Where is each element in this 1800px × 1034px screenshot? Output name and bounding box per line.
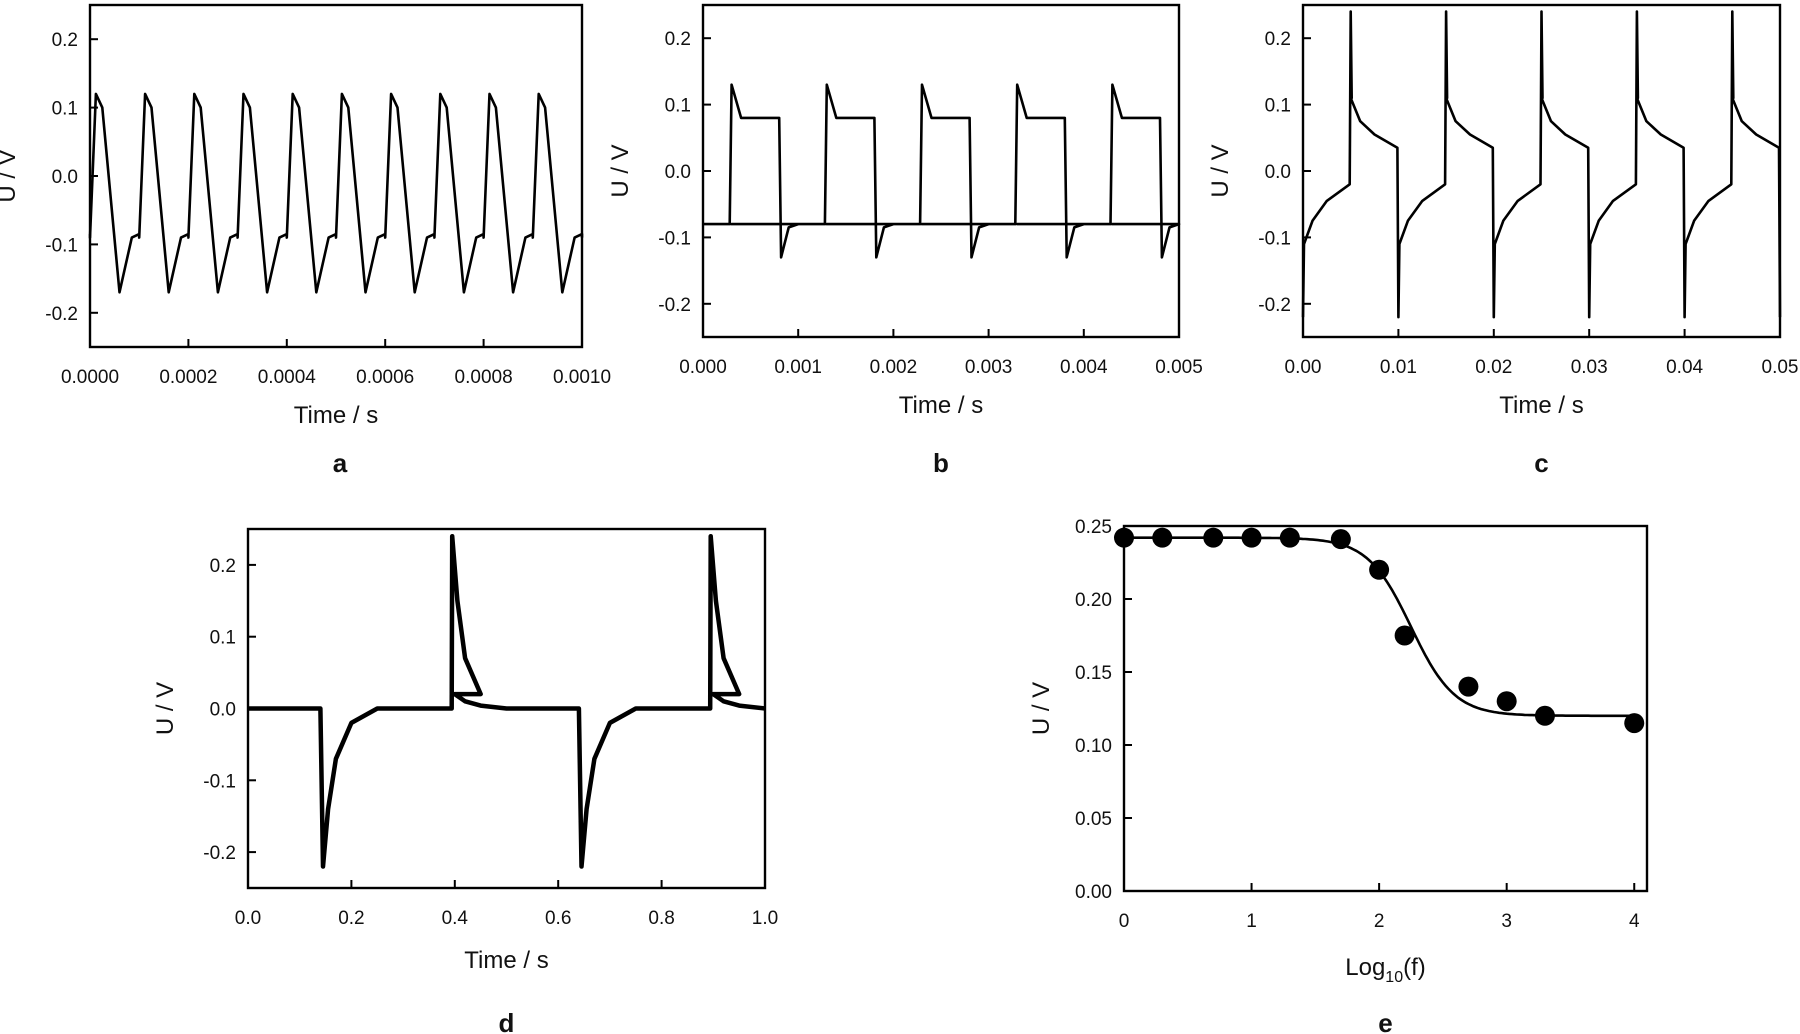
y-tick-label-e: 0.15 <box>1075 663 1112 684</box>
panel-letter-a: a <box>333 448 348 478</box>
y-tick-label-b: 0.1 <box>665 96 691 117</box>
x-tick-label-d: 0.8 <box>648 908 674 929</box>
x-tick-label-d: 0.0 <box>235 908 261 929</box>
y-tick-label-c: -0.1 <box>1258 228 1291 249</box>
panel-letter-c: c <box>1534 448 1548 478</box>
y-tick-label-c: -0.2 <box>1258 295 1291 316</box>
x-axis-label-main: Log <box>1345 954 1385 981</box>
y-tick-label-c: 0.0 <box>1265 162 1291 183</box>
data-point <box>1496 691 1517 712</box>
y-tick-label-d: 0.1 <box>210 628 236 649</box>
panel-d: -0.2 -0.1 0.0 0.1 0.2 0.0 0.2 0.4 0.6 0.8 1.0 U / V… <box>152 527 778 1034</box>
y-tick-label-a: 0.2 <box>52 30 78 51</box>
y-axis-label-b: U / V <box>607 144 634 197</box>
panel-letter-e: e <box>1378 1008 1392 1034</box>
x-tick-label-b: 0.005 <box>1155 357 1203 378</box>
x-tick-label-b: 0.002 <box>870 357 918 378</box>
x-tick-label-d: 0.2 <box>338 908 364 929</box>
x-tick-label-b: 0.000 <box>679 357 727 378</box>
y-tick-label-e: 0.25 <box>1075 517 1112 538</box>
x-tick-label-c: 0.04 <box>1666 357 1703 378</box>
y-tick-label-d: -0.1 <box>203 771 236 792</box>
x-tick-label-a: 0.0010 <box>553 367 611 388</box>
x-tick-label-a: 0.0006 <box>356 367 414 388</box>
x-tick-label-d: 1.0 <box>752 908 778 929</box>
y-tick-label-c: 0.2 <box>1265 29 1291 50</box>
x-tick-label-c: 0.01 <box>1380 357 1417 378</box>
panel-b: -0.2 -0.1 0.0 0.1 0.2 0.000 0.001 0.002 0.003 0.0… <box>607 3 1203 478</box>
y-tick-label-a: 0.0 <box>52 167 78 188</box>
x-tick-label-c: 0.03 <box>1571 357 1608 378</box>
y-axis-label-a: U / V <box>0 149 21 202</box>
y-tick-label-d: 0.0 <box>210 700 236 721</box>
x-axis-label-a: Time / s <box>294 402 378 429</box>
data-point <box>1458 676 1479 697</box>
x-tick-label-a: 0.0008 <box>455 367 513 388</box>
series-line-d <box>248 533 766 869</box>
x-axis-label-b: Time / s <box>899 392 983 419</box>
x-tick-label-e: 2 <box>1374 911 1385 932</box>
series-line-b <box>703 83 1181 259</box>
y-tick-label-e: 0.10 <box>1075 736 1112 757</box>
y-axis-label-d: U / V <box>152 682 179 735</box>
y-axis-label-c: U / V <box>1207 144 1234 197</box>
x-tick-label-b: 0.004 <box>1060 357 1108 378</box>
data-point <box>1203 527 1224 548</box>
y-tick-label-a: 0.1 <box>52 99 78 120</box>
series-line-a <box>88 92 584 294</box>
panel-c: -0.2 -0.1 0.0 0.1 0.2 0.00 0.01 0.02 0.03 0.04 0.0… <box>1207 3 1799 478</box>
panel-letter-b: b <box>933 448 949 478</box>
x-tick-label-e: 4 <box>1629 911 1640 932</box>
y-tick-label-c: 0.1 <box>1265 96 1291 117</box>
data-point <box>1152 527 1173 548</box>
x-tick-label-c: 0.05 <box>1762 357 1799 378</box>
panel-a: -0.2 -0.1 0.0 0.1 0.2 0.0000 0.0002 0.0004 0.000… <box>0 3 611 478</box>
plot-frame-e <box>1122 524 1649 893</box>
panel-letter-d: d <box>499 1008 515 1034</box>
panel-e: 0.00 0.05 0.10 0.15 0.20 0.25 0 1 2 3 4 U / V Log10(… <box>1028 517 1649 1034</box>
y-tick-label-e: 0.20 <box>1075 590 1112 611</box>
x-tick-label-d: 0.6 <box>545 908 571 929</box>
data-point <box>1279 527 1300 548</box>
y-tick-label-b: 0.0 <box>665 162 691 183</box>
y-tick-label-b: -0.1 <box>658 228 691 249</box>
x-tick-label-c: 0.02 <box>1475 357 1512 378</box>
x-tick-label-b: 0.003 <box>965 357 1013 378</box>
x-axis-label-c: Time / s <box>1499 392 1583 419</box>
x-tick-label-b: 0.001 <box>774 357 822 378</box>
x-axis-label-e: Log10(f) <box>1345 954 1426 986</box>
plot-frame-b <box>701 3 1181 339</box>
series-line-c <box>1301 10 1782 319</box>
plot-frame-a <box>88 3 584 349</box>
data-point <box>1330 529 1351 550</box>
data-point <box>1241 527 1262 548</box>
data-point <box>1534 705 1555 726</box>
y-tick-label-d: -0.2 <box>203 843 236 864</box>
x-tick-label-e: 0 <box>1119 911 1130 932</box>
x-tick-label-a: 0.0000 <box>61 367 119 388</box>
x-tick-label-e: 3 <box>1501 911 1512 932</box>
y-tick-label-a: -0.1 <box>45 235 78 256</box>
y-tick-label-b: 0.2 <box>665 29 691 50</box>
y-axis-label-e: U / V <box>1028 682 1055 735</box>
x-tick-label-a: 0.0002 <box>159 367 217 388</box>
x-tick-label-c: 0.00 <box>1285 357 1322 378</box>
x-tick-label-a: 0.0004 <box>258 367 317 388</box>
data-point <box>1394 625 1415 646</box>
data-point <box>1369 559 1390 580</box>
x-tick-label-e: 1 <box>1246 911 1257 932</box>
x-tick-label-d: 0.4 <box>442 908 469 929</box>
data-point <box>1624 713 1645 734</box>
y-tick-label-d: 0.2 <box>210 556 236 577</box>
y-tick-label-e: 0.05 <box>1075 809 1112 830</box>
x-axis-label-d: Time / s <box>464 947 548 974</box>
x-axis-label-tail: (f) <box>1403 954 1426 981</box>
y-tick-label-a: -0.2 <box>45 304 78 325</box>
data-point <box>1114 527 1134 548</box>
y-tick-label-e: 0.00 <box>1075 882 1112 903</box>
x-axis-label-subscript: 10 <box>1385 969 1403 986</box>
y-tick-label-b: -0.2 <box>658 295 691 316</box>
